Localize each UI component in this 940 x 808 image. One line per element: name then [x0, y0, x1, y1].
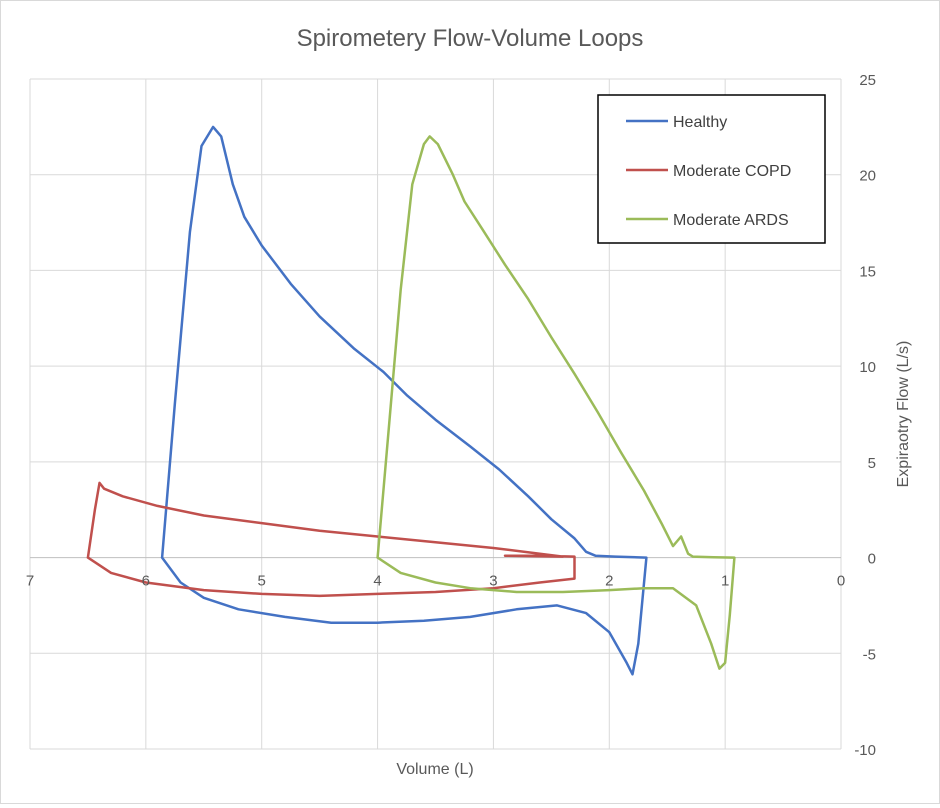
y-tick-label: -5 [863, 646, 876, 663]
x-tick-label: 6 [142, 573, 150, 590]
legend-items: Healthy Moderate COPD Moderate ARDS [626, 114, 791, 229]
x-tick-label: 4 [373, 573, 381, 590]
y-axis-label: Expiraotry Flow (L/s) [895, 341, 912, 488]
x-tick-label: 1 [721, 573, 729, 590]
series-group [86, 125, 736, 676]
x-tick-label: 2 [605, 573, 613, 590]
legend: Healthy Moderate COPD Moderate ARDS [597, 94, 826, 244]
y-tick-label: -10 [854, 742, 876, 759]
chart-title: Spirometery Flow-Volume Loops [297, 25, 644, 52]
x-tick-labels: 7 6 5 4 3 2 1 0 [26, 573, 845, 590]
y-tick-label: 0 [868, 551, 876, 568]
x-tick-label: 7 [26, 573, 34, 590]
x-tick-label: 5 [258, 573, 266, 590]
legend-label-1: Healthy [673, 114, 727, 131]
series-line-2 [86, 481, 576, 598]
x-tick-label: 0 [837, 573, 845, 590]
x-axis-label: Volume (L) [396, 761, 473, 778]
legend-label-2: Moderate COPD [673, 163, 791, 180]
y-tick-label: 15 [859, 263, 876, 280]
y-tick-labels: 25 20 15 10 5 0 -5 -10 [854, 72, 876, 759]
series-line-1 [160, 125, 648, 676]
series-line-3 [376, 135, 736, 670]
legend-label-3: Moderate ARDS [673, 212, 789, 229]
y-tick-label: 5 [868, 455, 876, 472]
y-tick-label: 10 [859, 359, 876, 376]
y-tick-label: 25 [859, 72, 876, 89]
y-tick-label: 20 [859, 168, 876, 185]
x-tick-label: 3 [489, 573, 497, 590]
